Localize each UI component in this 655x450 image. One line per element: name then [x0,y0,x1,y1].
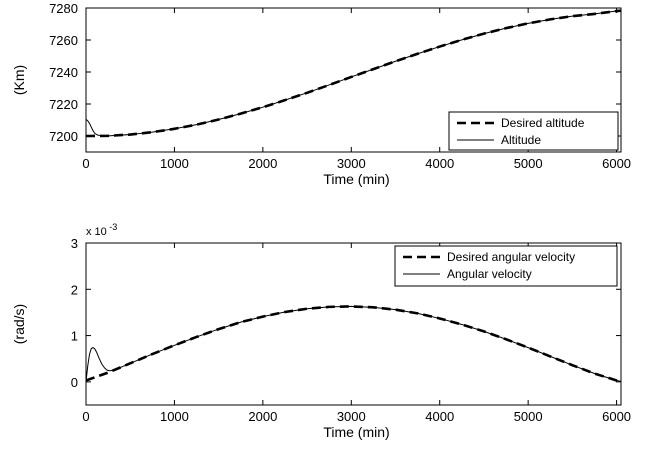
exponent-base: x 10 [86,226,107,238]
x-tick-label: 0 [82,156,89,171]
series-line-altitude [86,10,621,137]
series-line-desired-angular-velocity [86,305,621,383]
exponent-power: -3 [107,222,118,232]
chart-panel-1: 0 1000 2000 3000 4000 5000 6000 7200 7220 7240 726… [11,1,631,187]
legend-label: Altitude [501,133,541,147]
y-axis-exponent: x 10 -3 [86,222,117,238]
y-tick-label: 7240 [49,65,78,80]
plot-area-frame [85,242,622,406]
series-line-angular-velocity [86,305,621,382]
legend-box [394,245,618,287]
x-tick-label: 2000 [248,156,277,171]
y-axis-title: (rad/s) [11,304,27,344]
x-tick-label: 6000 [602,156,631,171]
legend-box [448,111,619,151]
legend-label: Angular velocity [447,267,532,281]
y-tick-label: 1 [71,329,78,344]
x-tick-label: 5000 [514,156,543,171]
x-tick-label: 4000 [425,156,454,171]
series-line-desired-altitude [86,9,621,138]
legend-label: Desired altitude [501,116,585,130]
x-tick-label: 1000 [160,156,189,171]
y-tick-label: 2 [71,282,78,297]
y-tick-label: 0 [71,375,78,390]
x-tick-label: 6000 [602,409,631,424]
y-tick-label: 7200 [49,129,78,144]
x-tick-label: 4000 [425,409,454,424]
y-tick-label: 7280 [49,1,78,16]
legend: Desired angular velocity Angular velocity [394,245,618,287]
y-tick-label: 7260 [49,33,78,48]
x-tick-label: 3000 [337,156,366,171]
chart-panel-2: 0 1000 2000 3000 4000 5000 6000 0 1 2 3 Time (min) (… [11,222,631,440]
x-tick-label: 0 [82,409,89,424]
y-tick-label: 7220 [49,97,78,112]
y-tick-label: 3 [71,236,78,251]
x-axis-title: Time (min) [323,171,389,187]
x-tick-label: 3000 [337,409,366,424]
x-tick-label: 5000 [514,409,543,424]
x-axis-title: Time (min) [323,424,389,440]
plot-area-frame [85,7,622,153]
legend-label: Desired angular velocity [447,250,575,264]
legend: Desired altitude Altitude [448,111,619,151]
x-tick-label: 1000 [160,409,189,424]
y-axis-title: (Km) [11,65,27,95]
x-tick-label: 2000 [248,409,277,424]
